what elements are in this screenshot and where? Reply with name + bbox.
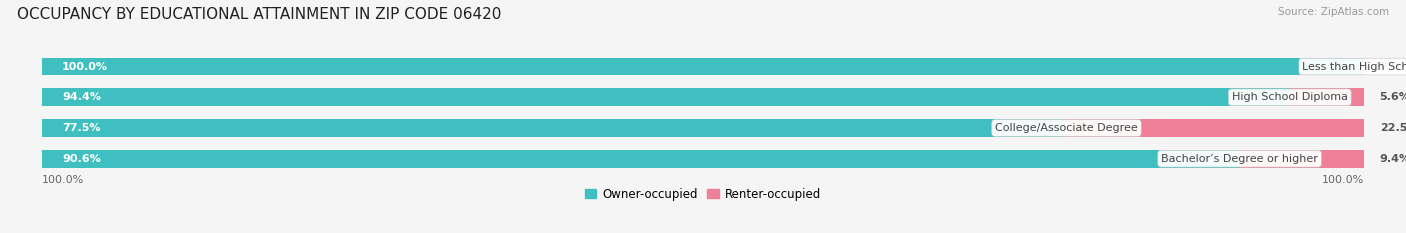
Legend: Owner-occupied, Renter-occupied: Owner-occupied, Renter-occupied — [579, 183, 827, 206]
Bar — [42, 150, 1240, 168]
Text: College/Associate Degree: College/Associate Degree — [995, 123, 1137, 133]
Bar — [42, 58, 1364, 75]
Text: Bachelor’s Degree or higher: Bachelor’s Degree or higher — [1161, 154, 1317, 164]
Text: 22.5%: 22.5% — [1379, 123, 1406, 133]
Text: 90.6%: 90.6% — [62, 154, 101, 164]
Bar — [42, 119, 1364, 137]
Text: Source: ZipAtlas.com: Source: ZipAtlas.com — [1278, 7, 1389, 17]
Text: 94.4%: 94.4% — [62, 92, 101, 102]
Text: 100.0%: 100.0% — [1322, 175, 1364, 185]
Text: 5.6%: 5.6% — [1379, 92, 1406, 102]
Bar — [42, 88, 1364, 106]
Text: 0.0%: 0.0% — [1379, 62, 1406, 72]
Bar — [1067, 119, 1364, 137]
Text: 100.0%: 100.0% — [62, 62, 108, 72]
Text: 9.4%: 9.4% — [1379, 154, 1406, 164]
Bar — [42, 88, 1289, 106]
Text: High School Diploma: High School Diploma — [1232, 92, 1348, 102]
Bar — [42, 58, 1364, 75]
Bar — [42, 150, 1364, 168]
Text: Less than High School: Less than High School — [1302, 62, 1406, 72]
Text: 77.5%: 77.5% — [62, 123, 100, 133]
Text: OCCUPANCY BY EDUCATIONAL ATTAINMENT IN ZIP CODE 06420: OCCUPANCY BY EDUCATIONAL ATTAINMENT IN Z… — [17, 7, 502, 22]
Bar — [1289, 88, 1364, 106]
Text: 100.0%: 100.0% — [42, 175, 84, 185]
Bar — [42, 119, 1067, 137]
Bar — [1240, 150, 1364, 168]
